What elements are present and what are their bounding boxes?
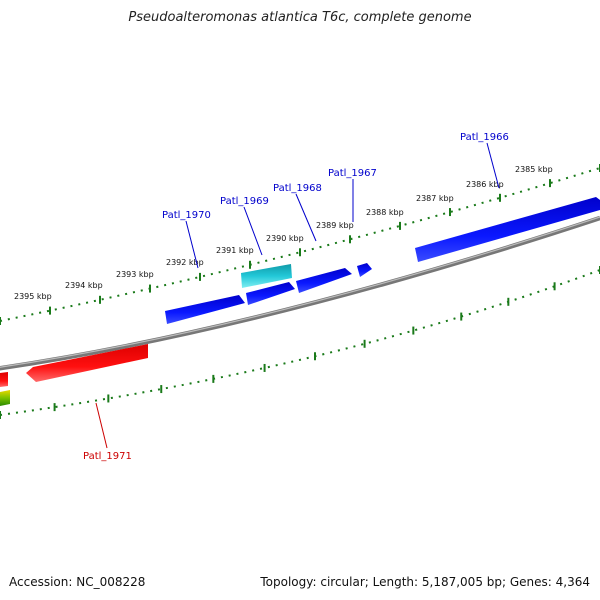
gene-label-patl-1970: Patl_1970 [162,210,211,221]
genome-title: Pseudoalteromonas atlantica T6c, complet… [128,10,472,25]
gene-partial-green-left[interactable] [0,390,10,406]
accession-label: Accession: NC_008228 [9,575,146,589]
gene-patl-1967[interactable] [357,263,372,277]
gene-patl-1970[interactable] [165,295,245,324]
ruler-label: 2395 kbp [14,292,52,301]
ruler-label: 2392 kbp [166,258,204,267]
gene-leader-lines [95,142,500,449]
gene-patl-1969-rna[interactable] [241,264,292,288]
gene-patl-1968[interactable] [296,268,352,293]
ruler-label: 2394 kbp [65,281,103,290]
ruler-label: 2393 kbp [116,270,154,279]
ruler-ticks [0,164,600,419]
gene-patl-1969[interactable] [246,282,295,305]
ruler-label: 2388 kbp [366,208,404,217]
gene-label-patl-1966: Patl_1966 [460,132,509,143]
gene-partial-red-left[interactable] [0,372,8,387]
ruler-label: 2390 kbp [266,234,304,243]
topology-label: Topology: circular; Length: 5,187,005 bp… [260,575,590,589]
genome-backbone [0,215,600,371]
ruler-label: 2391 kbp [216,246,254,255]
ruler-label: 2389 kbp [316,221,354,230]
ruler-label: 2385 kbp [515,165,553,174]
gene-label-patl-1971: Patl_1971 [83,451,132,462]
genome-backbone-highlight [0,216,600,368]
gene-label-patl-1968: Patl_1968 [273,183,322,194]
ruler-label-group: 2385 kbp 2386 kbp 2387 kbp 2388 kbp 2389 kbp… [14,165,553,301]
gene-patl-1971[interactable] [26,344,148,382]
gene-label-patl-1969: Patl_1969 [220,196,269,207]
ruler-label: 2386 kbp [466,180,504,189]
gene-patl-1966[interactable] [415,197,600,262]
gene-label-patl-1967: Patl_1967 [328,168,377,179]
ruler-label: 2387 kbp [416,194,454,203]
